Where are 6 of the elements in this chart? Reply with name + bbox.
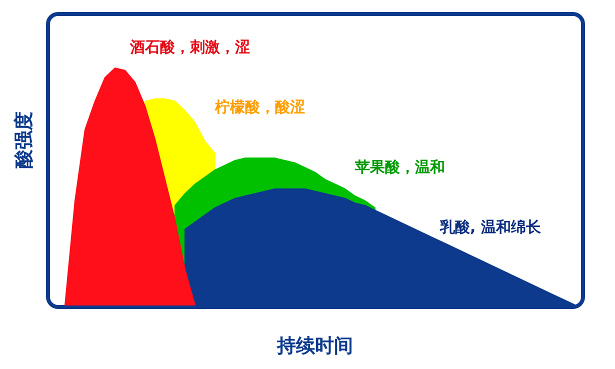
series-label: 苹果酸，温和 <box>354 158 445 176</box>
series-label: 乳酸, 温和绵长 <box>439 218 542 236</box>
y-axis-title: 酸强度 <box>13 112 35 168</box>
series-label: 酒石酸，刺激，涩 <box>129 38 250 56</box>
x-axis-title: 持续时间 <box>276 335 353 357</box>
series-label: 柠檬酸，酸涩 <box>214 98 305 116</box>
